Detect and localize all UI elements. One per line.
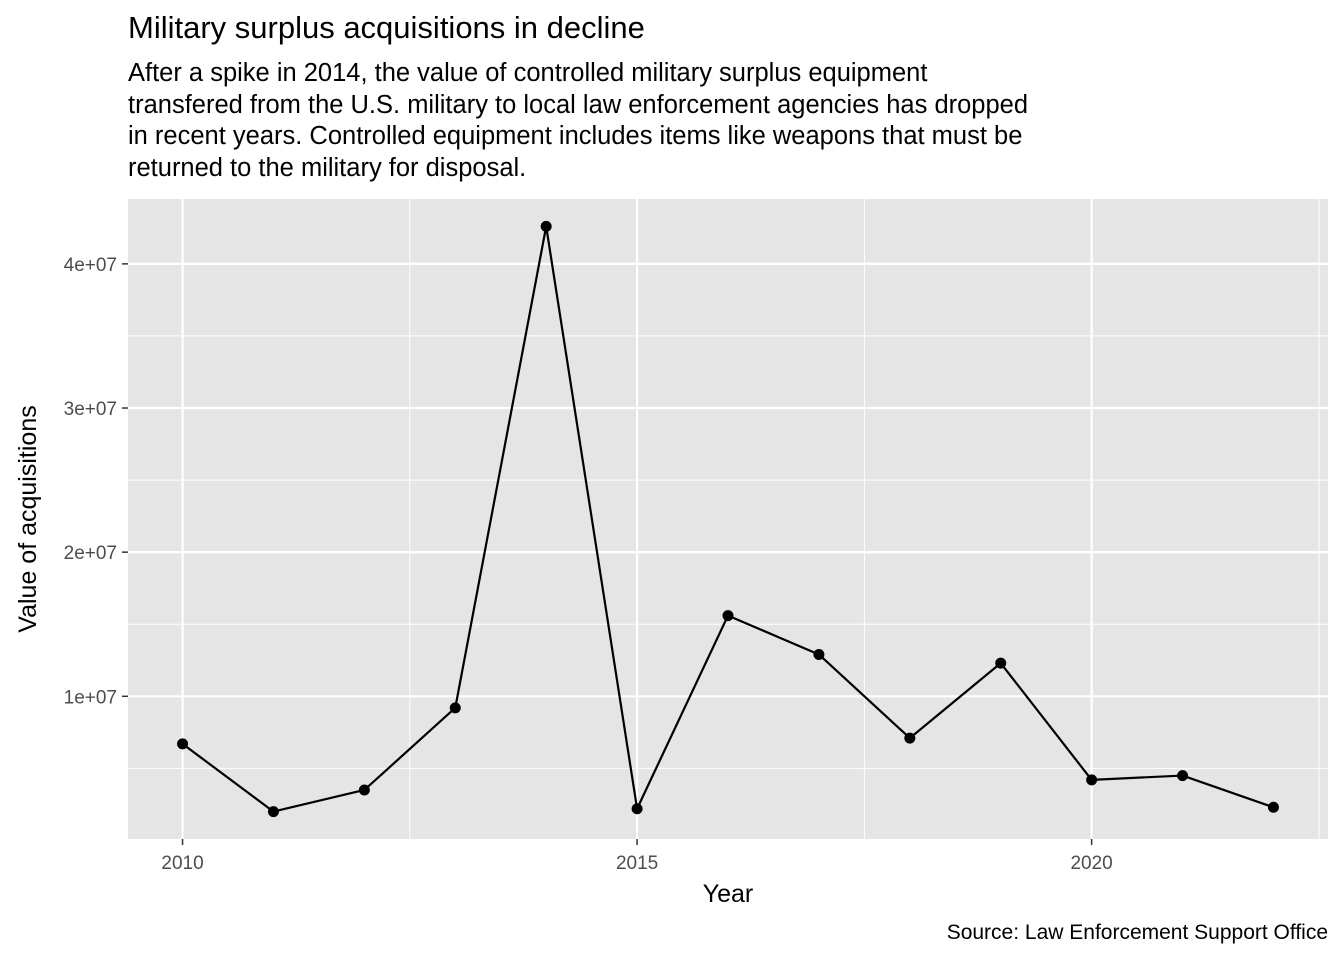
plot-panel xyxy=(128,199,1328,839)
data-point xyxy=(358,784,370,796)
y-tick-label: 1e+07 xyxy=(64,687,117,708)
y-axis: 1e+07 2e+07 3e+07 4e+07 xyxy=(64,255,128,708)
y-tick-label: 3e+07 xyxy=(64,399,117,420)
data-point xyxy=(1267,801,1279,813)
x-tick-label: 2015 xyxy=(616,853,658,874)
data-point xyxy=(540,220,552,232)
data-point xyxy=(722,610,734,622)
y-tick-label: 4e+07 xyxy=(64,255,117,276)
data-point xyxy=(1177,770,1189,782)
data-point xyxy=(449,702,461,714)
x-tick-label: 2010 xyxy=(161,853,203,874)
subtitle-line: transfered from the U.S. military to loc… xyxy=(128,90,1029,119)
data-point xyxy=(995,657,1007,669)
data-point xyxy=(904,732,916,744)
y-axis-title: Value of acquisitions xyxy=(14,405,42,632)
data-point xyxy=(177,738,189,750)
data-point xyxy=(813,648,825,660)
chart-subtitle: After a spike in 2014, the value of cont… xyxy=(128,58,1228,184)
series-layer xyxy=(177,220,1279,818)
data-point xyxy=(1086,774,1098,786)
data-point xyxy=(631,803,643,815)
subtitle-line: in recent years. Controlled equipment in… xyxy=(128,122,1023,150)
data-point xyxy=(267,806,279,818)
source-caption: Source: Law Enforcement Support Office xyxy=(946,921,1328,944)
subtitle-line: returned to the military for disposal. xyxy=(128,153,527,182)
x-axis: 2010 2015 2020 xyxy=(161,839,1113,874)
x-axis-title: Year xyxy=(703,880,754,908)
x-tick-label: 2020 xyxy=(1070,853,1112,874)
y-tick-label: 2e+07 xyxy=(64,543,117,564)
subtitle-line: After a spike in 2014, the value of cont… xyxy=(128,59,928,87)
chart-title: Military surplus acquisitions in decline xyxy=(128,10,645,45)
major-gridlines xyxy=(128,199,1328,839)
minor-gridlines xyxy=(128,199,1328,839)
